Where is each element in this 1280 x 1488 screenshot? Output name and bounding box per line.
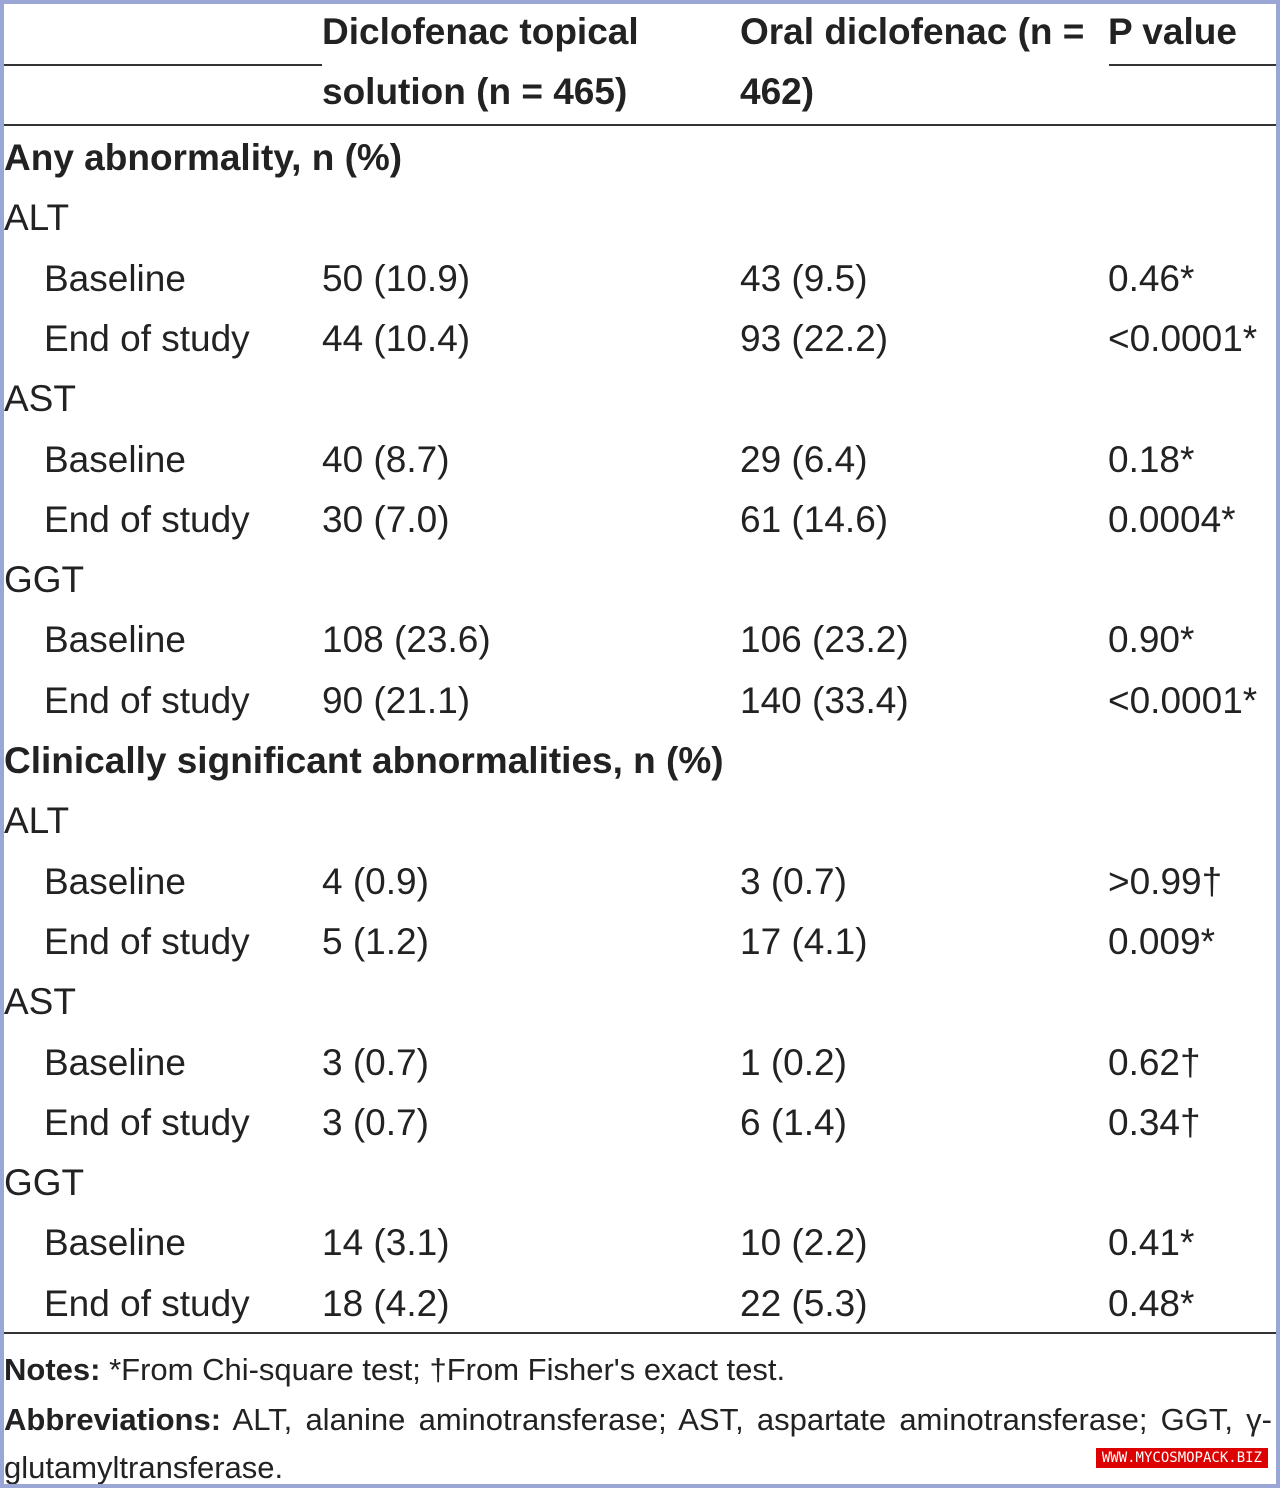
section-title: Clinically significant abnormalities, n … bbox=[4, 740, 724, 781]
cell: 0.48* bbox=[1108, 1282, 1195, 1324]
row-label: End of study bbox=[44, 1101, 250, 1143]
cell: <0.0001* bbox=[1108, 317, 1258, 359]
rule bbox=[4, 124, 1276, 126]
cell: 44 (10.4) bbox=[322, 317, 471, 359]
cell: 50 (10.9) bbox=[322, 257, 471, 299]
cell: 4 (0.9) bbox=[322, 860, 429, 902]
cell: 40 (8.7) bbox=[322, 438, 450, 480]
notes-text: *From Chi-square test; †From Fisher's ex… bbox=[109, 1352, 786, 1387]
cell: 0.41* bbox=[1108, 1222, 1195, 1264]
group-label: AST bbox=[4, 378, 76, 420]
column-header: P value bbox=[1108, 11, 1237, 52]
row-label: Baseline bbox=[44, 1041, 186, 1083]
group-label: AST bbox=[4, 981, 76, 1023]
cell: 90 (21.1) bbox=[322, 679, 471, 721]
cell: 0.90* bbox=[1108, 619, 1195, 661]
cell: 0.62† bbox=[1108, 1041, 1201, 1083]
cell: <0.0001* bbox=[1108, 679, 1258, 721]
cell: 5 (1.2) bbox=[322, 920, 429, 962]
group-label: ALT bbox=[4, 800, 70, 842]
cell: 29 (6.4) bbox=[740, 438, 868, 480]
row-label: End of study bbox=[44, 317, 250, 359]
cell: 61 (14.6) bbox=[740, 498, 889, 540]
group-label: GGT bbox=[4, 1162, 85, 1204]
row-label: End of study bbox=[44, 1282, 250, 1324]
cell: 43 (9.5) bbox=[740, 257, 868, 299]
rule bbox=[4, 64, 322, 66]
row-label: Baseline bbox=[44, 257, 186, 299]
cell: 1 (0.2) bbox=[740, 1041, 847, 1083]
row-label: Baseline bbox=[44, 619, 186, 661]
cell: 30 (7.0) bbox=[322, 498, 450, 540]
row-label: End of study bbox=[44, 920, 250, 962]
rule bbox=[4, 1332, 1276, 1334]
abbreviations-label: Abbreviations: bbox=[4, 1402, 222, 1437]
cell: 108 (23.6) bbox=[322, 619, 491, 661]
row-label: Baseline bbox=[44, 1222, 186, 1264]
cell: 6 (1.4) bbox=[740, 1101, 847, 1143]
cell: 3 (0.7) bbox=[322, 1041, 429, 1083]
cell: 140 (33.4) bbox=[740, 679, 909, 721]
cell: 22 (5.3) bbox=[740, 1282, 868, 1324]
notes: Notes: *From Chi-square test; †From Fish… bbox=[4, 1346, 1272, 1394]
cell: 14 (3.1) bbox=[322, 1222, 450, 1264]
cell: 0.46* bbox=[1108, 257, 1195, 299]
cell: 3 (0.7) bbox=[740, 860, 847, 902]
cell: 0.0004* bbox=[1108, 498, 1236, 540]
cell: 10 (2.2) bbox=[740, 1222, 868, 1264]
abbreviations-text: ALT, alanine aminotransferase; AST, aspa… bbox=[4, 1402, 1272, 1485]
row-label: Baseline bbox=[44, 860, 186, 902]
cell: 106 (23.2) bbox=[740, 619, 909, 661]
row-label: Baseline bbox=[44, 438, 186, 480]
row-label: End of study bbox=[44, 498, 250, 540]
cell: 0.18* bbox=[1108, 438, 1195, 480]
abbreviations: Abbreviations: ALT, alanine aminotransfe… bbox=[4, 1396, 1272, 1485]
cell: 0.34† bbox=[1108, 1101, 1201, 1143]
watermark: WWW.MYCOSMOPACK.BIZ bbox=[1095, 1448, 1268, 1468]
group-label: GGT bbox=[4, 559, 85, 601]
column-header: Oral diclofenac (n = 462) bbox=[740, 11, 1085, 112]
cell: 18 (4.2) bbox=[322, 1282, 450, 1324]
group-label: ALT bbox=[4, 197, 70, 239]
rule bbox=[1109, 64, 1276, 66]
cell: >0.99† bbox=[1108, 860, 1223, 902]
cell: 17 (4.1) bbox=[740, 920, 868, 962]
section-title: Any abnormality, n (%) bbox=[4, 137, 403, 178]
cell: 0.009* bbox=[1108, 920, 1215, 962]
notes-label: Notes: bbox=[4, 1352, 101, 1387]
cell: 93 (22.2) bbox=[740, 317, 889, 359]
row-label: End of study bbox=[44, 679, 250, 721]
cell: 3 (0.7) bbox=[322, 1101, 429, 1143]
column-header: Diclofenac topical solution (n = 465) bbox=[322, 11, 639, 112]
